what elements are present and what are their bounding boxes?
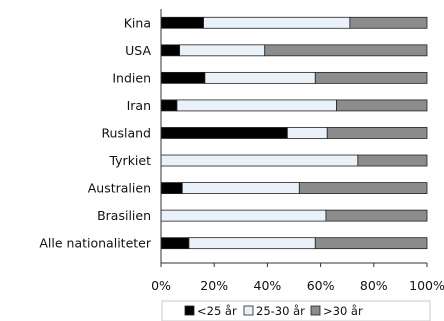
bar-segment-gt30 [314, 71, 428, 84]
category-label: Alle nationaliteter [39, 236, 151, 251]
bar-segment-gt30 [314, 237, 428, 250]
category-label: Iran [127, 98, 151, 113]
category-label: Tyrkiet [108, 153, 151, 168]
bar-segment-lt25 [160, 237, 190, 250]
bar-segment-25to30 [188, 237, 316, 250]
category-label: Kina [124, 15, 151, 30]
x-tick-label: 60% [307, 278, 335, 293]
legend-swatch [184, 305, 195, 316]
category-label: Rusland [101, 125, 151, 140]
bar-segment-lt25 [160, 44, 181, 57]
bar-segment-25to30 [176, 99, 337, 112]
legend-label: 25-30 år [256, 304, 305, 318]
bar-segment-lt25 [160, 99, 178, 112]
bar-segment-gt30 [298, 182, 428, 194]
bar-segment-gt30 [325, 209, 428, 222]
bar-segment-lt25 [160, 71, 206, 84]
x-tick-label: 20% [200, 278, 228, 293]
legend-label: <25 år [197, 304, 237, 318]
bar-segment-25to30 [181, 182, 300, 194]
x-tick-label: 80% [360, 278, 388, 293]
bar-segment-lt25 [160, 182, 183, 194]
legend-label: >30 år [323, 304, 363, 318]
bar-segment-gt30 [264, 44, 428, 57]
legend: <25 år 25-30 år >30 år [161, 300, 431, 321]
category-label: Brasilien [97, 208, 151, 223]
bar-segment-gt30 [326, 127, 428, 139]
bar-segment-25to30 [204, 71, 316, 84]
legend-swatch [243, 305, 254, 316]
x-tick-label: 40% [254, 278, 282, 293]
plot-area: Kina USA Indien Iran Rusland Tyrkiet Australie… [39, 15, 428, 251]
bar-segment-lt25 [160, 127, 288, 139]
category-label: Australien [88, 181, 151, 196]
x-axis: 0% 20% 40% 60% 80% 100% [151, 9, 444, 293]
bar-segment-25to30 [286, 127, 328, 139]
bar-segment-gt30 [349, 16, 428, 29]
bar-segment-gt30 [357, 154, 428, 167]
category-label: Indien [112, 70, 151, 85]
bar-segment-25to30 [160, 209, 327, 222]
legend-swatch [310, 305, 321, 316]
x-tick-label: 0% [151, 278, 171, 293]
bar-segment-25to30 [203, 16, 351, 29]
bar-segment-gt30 [336, 99, 428, 112]
category-label: USA [125, 43, 151, 58]
bar-segment-25to30 [179, 44, 266, 57]
x-tick-label: 100% [409, 278, 444, 293]
legend-box [161, 300, 431, 321]
bar-segment-lt25 [160, 16, 204, 29]
bar-segment-25to30 [160, 154, 359, 167]
